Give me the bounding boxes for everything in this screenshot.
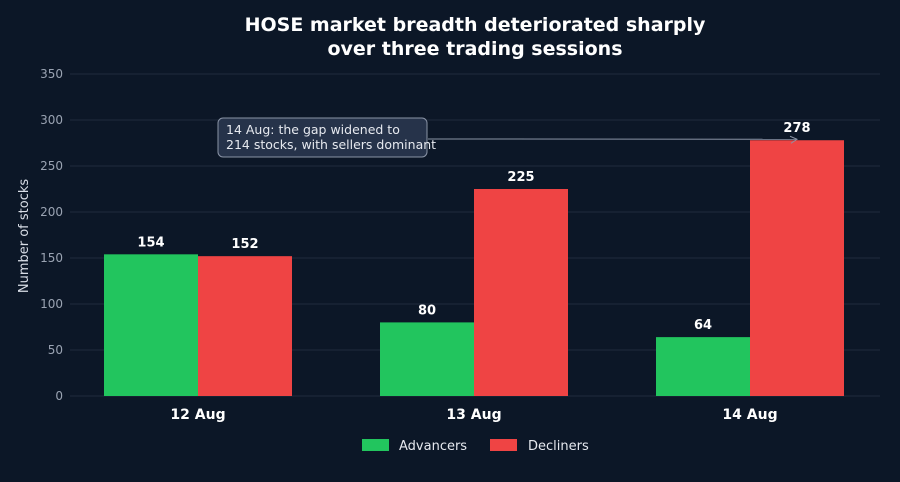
y-axis-ticks: 0 50 100 150 200 250 300 350 (40, 67, 63, 403)
bar-decliners (474, 189, 568, 396)
annotation-box (217, 117, 428, 158)
value-label-advancers: 154 (137, 235, 164, 250)
value-label-decliners: 225 (507, 170, 534, 185)
value-label-decliners: 278 (783, 121, 810, 136)
legend-label-decliners: Decliners (528, 439, 589, 454)
value-label-decliners: 152 (231, 237, 258, 252)
bar-decliners (750, 140, 844, 396)
annotation-line-1: 14 Aug: the gap widened to (226, 122, 400, 137)
chart-title-line-2: over three trading sessions (327, 38, 622, 60)
y-tick-label: 0 (55, 389, 63, 403)
bar-advancers (104, 254, 198, 396)
chart-title-line-1: HOSE market breadth deteriorated sharply (245, 14, 706, 36)
value-label-advancers: 64 (694, 318, 712, 333)
value-labels: 154 152 80 225 64 278 (137, 121, 810, 333)
x-category-label: 12 Aug (170, 407, 225, 423)
legend-swatch-decliners (490, 439, 517, 451)
y-tick-label: 350 (40, 67, 63, 81)
bar-decliners (198, 256, 292, 396)
x-category-label: 14 Aug (722, 407, 777, 423)
x-axis-categories: 12 Aug 13 Aug 14 Aug (170, 407, 777, 423)
bars (104, 140, 844, 396)
value-label-advancers: 80 (418, 303, 436, 318)
y-tick-label: 100 (40, 297, 63, 311)
bar-advancers (380, 322, 474, 396)
y-tick-label: 300 (40, 113, 63, 127)
bar-advancers (656, 337, 750, 396)
legend-label-advancers: Advancers (399, 439, 467, 454)
x-category-label: 13 Aug (446, 407, 501, 423)
legend-swatch-advancers (362, 439, 389, 451)
annotation: 14 Aug: the gap widened to 214 stocks, w… (217, 117, 799, 158)
y-axis-label: Number of stocks (17, 179, 32, 294)
y-tick-label: 50 (48, 343, 63, 357)
legend: Advancers Decliners (362, 439, 589, 454)
y-tick-label: 150 (40, 251, 63, 265)
annotation-line-2: 214 stocks, with sellers dominant (226, 137, 436, 152)
y-tick-label: 250 (40, 159, 63, 173)
y-tick-label: 200 (40, 205, 63, 219)
annotation-arrowhead-icon (789, 135, 799, 144)
